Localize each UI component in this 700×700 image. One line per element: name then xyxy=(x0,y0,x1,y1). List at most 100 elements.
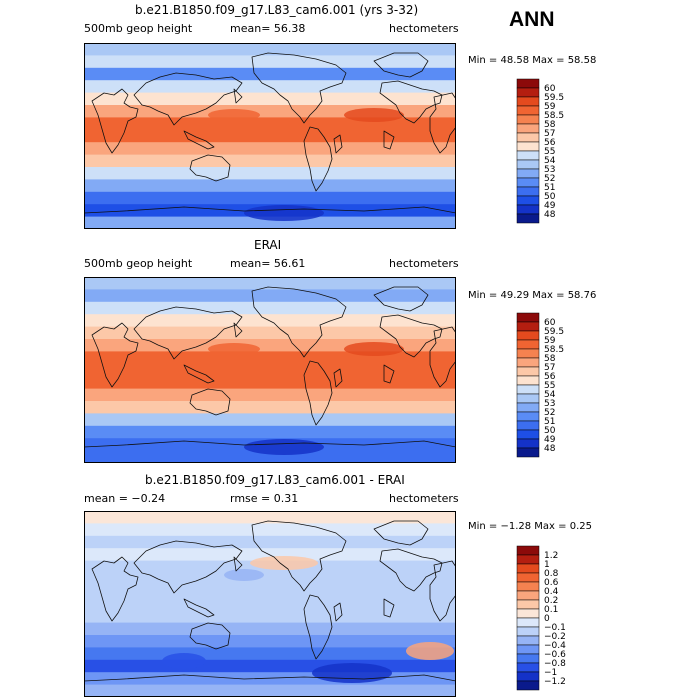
colorbar-tick-label: 52 xyxy=(544,408,555,418)
coastline xyxy=(303,594,333,660)
map-anomaly-patch xyxy=(312,663,392,683)
colorbar-swatch xyxy=(516,213,540,224)
colorbar-tick-label: 0.6 xyxy=(544,578,559,588)
colorbar-swatch xyxy=(516,195,540,206)
map-band xyxy=(84,301,456,315)
colorbar-tick-label: −0.8 xyxy=(544,659,566,669)
colorbar-tick-label: 49 xyxy=(544,201,556,211)
colorbar-swatch xyxy=(516,123,540,134)
map-band xyxy=(84,326,456,340)
map-band xyxy=(84,585,456,599)
colorbar-swatch xyxy=(516,635,540,646)
colorbar-swatch xyxy=(516,393,540,404)
colorbar-swatch xyxy=(516,671,540,682)
colorbar-swatch xyxy=(516,375,540,386)
map-band xyxy=(84,129,456,143)
colorbar-tick-label: 60 xyxy=(544,84,556,94)
colorbar-swatch xyxy=(516,554,540,565)
colorbar-swatch xyxy=(516,402,540,413)
colorbar-tick-label: −0.6 xyxy=(544,650,566,660)
panel3-mean-label: mean = −0.24 xyxy=(84,492,166,505)
colorbar-swatch xyxy=(516,339,540,350)
colorbar-tick-label: 59.5 xyxy=(544,327,564,337)
map-band xyxy=(84,401,456,414)
colorbar-swatch xyxy=(516,177,540,188)
map-band xyxy=(84,117,456,131)
panel3-map xyxy=(84,511,456,697)
map-band xyxy=(84,535,456,549)
colorbar-tick-label: 58 xyxy=(544,120,556,130)
map-band xyxy=(84,610,456,624)
panel1-variable-label: 500mb geop height xyxy=(84,22,193,35)
coastline xyxy=(84,440,456,463)
map-band xyxy=(84,142,456,156)
coastline xyxy=(189,622,231,650)
colorbar-tick-label: −0.1 xyxy=(544,623,566,633)
colorbar-swatch xyxy=(516,159,540,170)
colorbar-tick-label: 59.5 xyxy=(544,93,564,103)
colorbar-swatch xyxy=(516,572,540,583)
colorbar-swatch xyxy=(516,662,540,673)
colorbar-tick-label: −0.4 xyxy=(544,641,566,651)
map-anomaly-patch xyxy=(162,653,206,669)
colorbar-swatch xyxy=(516,87,540,98)
panel1-map xyxy=(84,43,456,229)
coastline xyxy=(133,306,243,360)
coastline xyxy=(379,314,443,358)
map-band xyxy=(84,622,456,636)
map-band xyxy=(84,523,456,537)
map-band xyxy=(84,277,456,290)
colorbar-tick-label: 1.2 xyxy=(544,551,558,561)
coastline xyxy=(333,602,343,622)
colorbar-swatch xyxy=(516,617,540,628)
colorbar-tick-label: 54 xyxy=(544,390,556,400)
colorbar-tick-label: 58.5 xyxy=(544,345,564,355)
colorbar-swatch xyxy=(516,150,540,161)
colorbar-swatch xyxy=(516,590,540,601)
map-band xyxy=(84,647,456,661)
map-band xyxy=(84,450,456,463)
coastline xyxy=(233,556,243,572)
colorbar-swatch xyxy=(516,420,540,431)
map-anomaly-patch xyxy=(224,569,264,581)
panel2-units-label: hectometers xyxy=(389,257,459,270)
colorbar-swatch xyxy=(516,438,540,449)
colorbar-tick-label: −1 xyxy=(544,668,557,678)
coastline xyxy=(189,388,231,416)
colorbar-tick-label: 56 xyxy=(544,138,556,148)
map-band xyxy=(84,216,456,229)
colorbar-tick-label: 0.1 xyxy=(544,605,558,615)
map-band xyxy=(84,179,456,193)
colorbar-swatch xyxy=(516,680,540,691)
map-band xyxy=(84,43,456,56)
colorbar-swatch xyxy=(516,653,540,664)
coastline xyxy=(383,364,395,384)
colorbar-tick-label: 59 xyxy=(544,336,556,346)
colorbar-swatch xyxy=(516,411,540,422)
colorbar-tick-label: 50 xyxy=(544,426,556,436)
coastline xyxy=(333,368,343,388)
panel2-min-max: Min = 49.29 Max = 58.76 xyxy=(468,290,597,301)
colorbar-swatch xyxy=(516,608,540,619)
colorbar-tick-label: 56 xyxy=(544,372,556,382)
map-band xyxy=(84,635,456,648)
colorbar-tick-label: 54 xyxy=(544,156,556,166)
map-band xyxy=(84,573,456,586)
colorbar-tick-label: 0.2 xyxy=(544,596,558,606)
colorbar-tick-label: 49 xyxy=(544,435,556,445)
colorbar-swatch xyxy=(516,186,540,197)
coastline xyxy=(383,598,395,618)
coastline xyxy=(133,72,243,126)
coastline xyxy=(373,520,429,546)
map-anomaly-patch xyxy=(344,108,404,122)
colorbar-swatch xyxy=(516,545,540,556)
panel3-units-label: hectometers xyxy=(389,492,459,505)
colorbar-swatch xyxy=(516,366,540,377)
map-anomaly-patch xyxy=(250,556,318,570)
map-band xyxy=(84,413,456,427)
coastline xyxy=(189,154,231,182)
map-band xyxy=(84,191,456,205)
colorbar-tick-label: 48 xyxy=(544,210,556,220)
coastline xyxy=(91,88,139,154)
